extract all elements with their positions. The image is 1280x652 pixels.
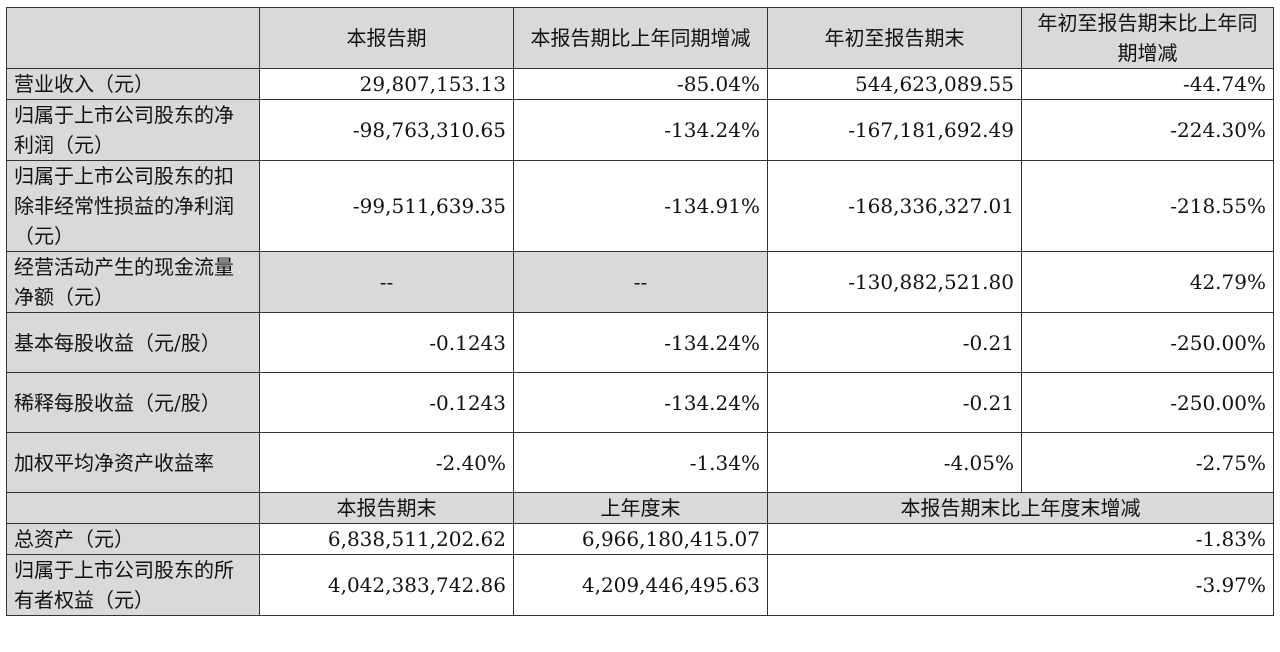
header-label-cell xyxy=(6,7,260,69)
row-label: 总资产（元） xyxy=(6,523,260,555)
cell-value: 4,209,446,495.63 xyxy=(513,554,768,616)
cell-value: -134.24% xyxy=(513,312,768,373)
cell-value: -99,511,639.35 xyxy=(259,160,514,252)
row-label: 归属于上市公司股东的所有者权益（元） xyxy=(6,554,260,616)
cell-value: 29,807,153.13 xyxy=(259,68,514,100)
cell-value: -134.24% xyxy=(513,372,768,433)
cell-value: 6,838,511,202.62 xyxy=(259,523,514,555)
subheader-prior-year-end: 上年度末 xyxy=(513,492,768,524)
cell-value: 4,042,383,742.86 xyxy=(259,554,514,616)
subheader-change: 本报告期末比上年度末增减 xyxy=(767,492,1274,524)
cell-value: -2.75% xyxy=(1021,432,1274,493)
subheader-period-end: 本报告期末 xyxy=(259,492,514,524)
cell-value: -0.1243 xyxy=(259,372,514,433)
table-header-row: 本报告期 本报告期比上年同期增减 年初至报告期末 年初至报告期末比上年同期增减 xyxy=(6,7,1274,69)
row-label: 归属于上市公司股东的扣除非经常性损益的净利润（元） xyxy=(6,160,260,252)
table-row: 归属于上市公司股东的净利润（元） -98,763,310.65 -134.24%… xyxy=(6,99,1274,161)
cell-value: -98,763,310.65 xyxy=(259,99,514,161)
cell-value: -2.40% xyxy=(259,432,514,493)
header-ytd: 年初至报告期末 xyxy=(767,7,1022,69)
row-label: 归属于上市公司股东的净利润（元） xyxy=(6,99,260,161)
cell-value: -167,181,692.49 xyxy=(767,99,1022,161)
cell-value: -3.97% xyxy=(767,554,1274,616)
table-row: 总资产（元） 6,838,511,202.62 6,966,180,415.07… xyxy=(6,523,1274,555)
cell-value: -1.83% xyxy=(767,523,1274,555)
cell-value: 6,966,180,415.07 xyxy=(513,523,768,555)
row-label: 营业收入（元） xyxy=(6,68,260,100)
cell-value: 42.79% xyxy=(1021,251,1274,313)
header-current-period-yoy: 本报告期比上年同期增减 xyxy=(513,7,768,69)
financial-table-container: 本报告期 本报告期比上年同期增减 年初至报告期末 年初至报告期末比上年同期增减 … xyxy=(6,7,1274,616)
cell-value: -44.74% xyxy=(1021,68,1274,100)
subheader-empty-cell xyxy=(6,492,260,524)
cell-value: -0.21 xyxy=(767,312,1022,373)
table-row: 稀释每股收益（元/股） -0.1243 -134.24% -0.21 -250.… xyxy=(6,372,1274,433)
row-label: 稀释每股收益（元/股） xyxy=(6,372,260,433)
cell-value: -0.1243 xyxy=(259,312,514,373)
table-subheader-row: 本报告期末 上年度末 本报告期末比上年度末增减 xyxy=(6,492,1274,524)
table-row: 经营活动产生的现金流量净额（元） -- -- -130,882,521.80 4… xyxy=(6,251,1274,313)
cell-value: -134.91% xyxy=(513,160,768,252)
header-ytd-yoy: 年初至报告期末比上年同期增减 xyxy=(1021,7,1274,69)
row-label: 加权平均净资产收益率 xyxy=(6,432,260,493)
cell-value: -4.05% xyxy=(767,432,1022,493)
financial-summary-table: 本报告期 本报告期比上年同期增减 年初至报告期末 年初至报告期末比上年同期增减 … xyxy=(6,7,1274,616)
cell-value: -218.55% xyxy=(1021,160,1274,252)
cell-value: -85.04% xyxy=(513,68,768,100)
table-row: 归属于上市公司股东的扣除非经常性损益的净利润（元） -99,511,639.35… xyxy=(6,160,1274,252)
cell-value: 544,623,089.55 xyxy=(767,68,1022,100)
table-row: 基本每股收益（元/股） -0.1243 -134.24% -0.21 -250.… xyxy=(6,312,1274,373)
table-row: 加权平均净资产收益率 -2.40% -1.34% -4.05% -2.75% xyxy=(6,432,1274,493)
header-current-period: 本报告期 xyxy=(259,7,514,69)
cell-value: -250.00% xyxy=(1021,312,1274,373)
cell-value-na: -- xyxy=(259,251,514,313)
row-label: 基本每股收益（元/股） xyxy=(6,312,260,373)
cell-value: -130,882,521.80 xyxy=(767,251,1022,313)
cell-value: -134.24% xyxy=(513,99,768,161)
cell-value: -250.00% xyxy=(1021,372,1274,433)
cell-value-na: -- xyxy=(513,251,768,313)
cell-value: -0.21 xyxy=(767,372,1022,433)
cell-value: -224.30% xyxy=(1021,99,1274,161)
table-row: 营业收入（元） 29,807,153.13 -85.04% 544,623,08… xyxy=(6,68,1274,100)
table-row: 归属于上市公司股东的所有者权益（元） 4,042,383,742.86 4,20… xyxy=(6,554,1274,616)
cell-value: -1.34% xyxy=(513,432,768,493)
row-label: 经营活动产生的现金流量净额（元） xyxy=(6,251,260,313)
cell-value: -168,336,327.01 xyxy=(767,160,1022,252)
